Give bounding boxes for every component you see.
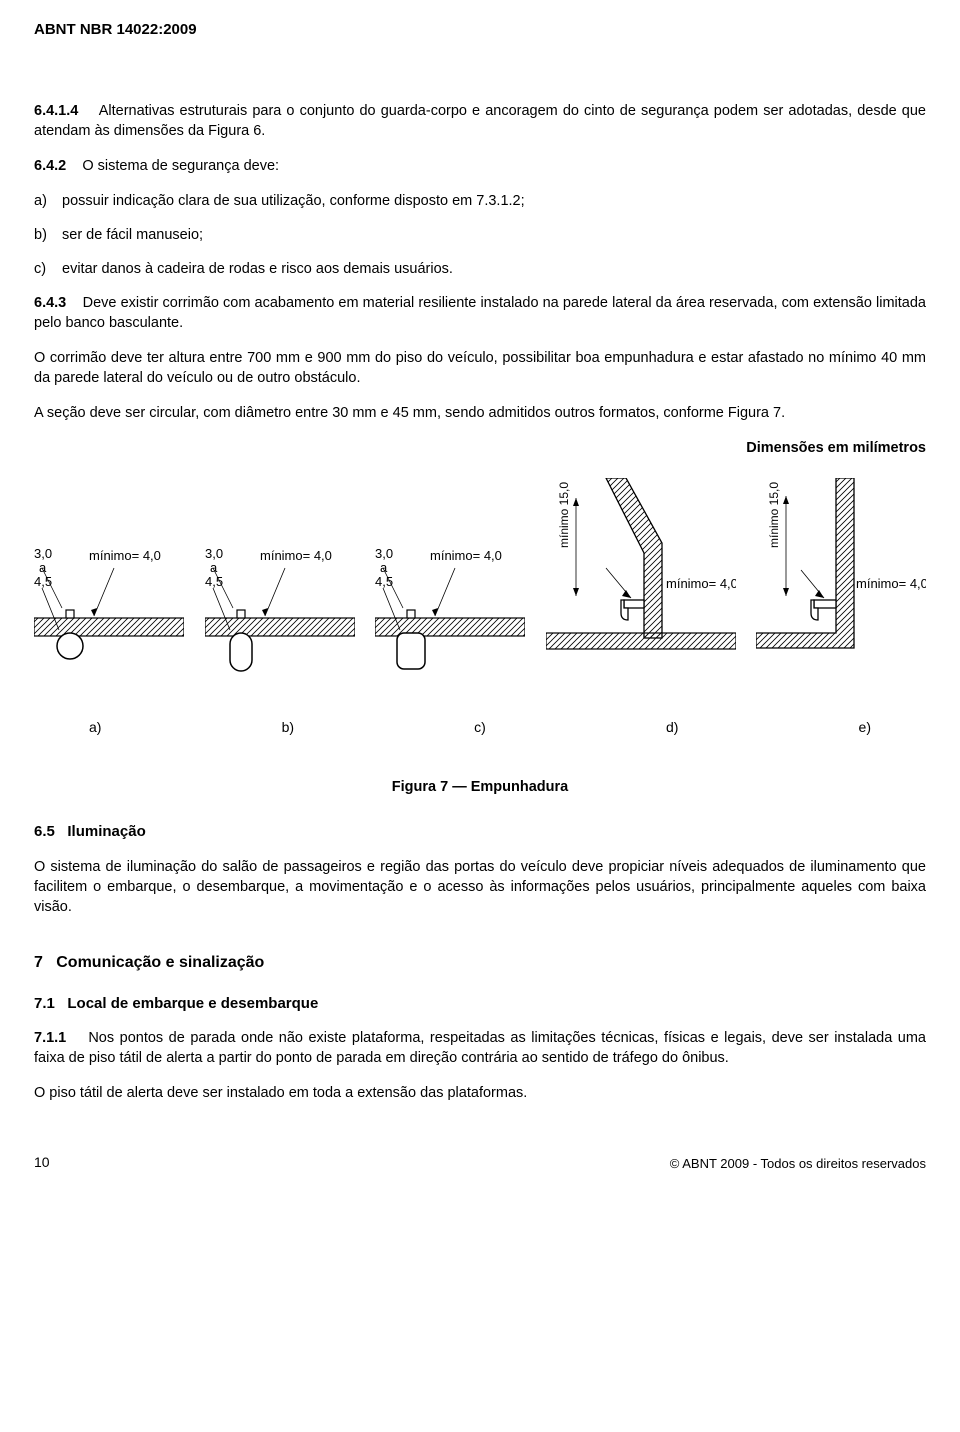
svg-text:mínimo= 4,0: mínimo= 4,0: [260, 548, 332, 563]
heading-num: 6.5: [34, 823, 55, 840]
svg-text:4,5: 4,5: [205, 574, 223, 589]
svg-text:mínimo= 4,0: mínimo= 4,0: [666, 576, 736, 591]
svg-text:a: a: [39, 560, 47, 575]
para-6-4-3: 6.4.3 Deve existir corrimão com acabamen…: [34, 293, 926, 333]
figure-7-b: 3,0 a 4,5 mínimo= 4,0: [205, 508, 355, 678]
svg-text:mínimo= 4,0: mínimo= 4,0: [89, 548, 161, 563]
clause-num: 6.4.2: [34, 158, 66, 174]
para-secao: A seção deve ser circular, com diâmetro …: [34, 403, 926, 423]
svg-text:a: a: [380, 560, 388, 575]
clause-text: Deve existir corrimão com acabamento em …: [34, 295, 926, 331]
page-footer: 10 © ABNT 2009 - Todos os direitos reser…: [34, 1153, 926, 1172]
heading-num: 7: [34, 954, 43, 971]
clause-text: Nos pontos de parada onde não existe pla…: [34, 1030, 926, 1066]
figure-caption: Figura 7 — Empunhadura: [34, 777, 926, 797]
list-item: c) evitar danos à cadeira de rodas e ris…: [34, 259, 926, 279]
svg-text:3,0: 3,0: [375, 546, 393, 561]
svg-text:mínimo 15,0: mínimo 15,0: [557, 481, 571, 547]
list-marker: a): [34, 191, 62, 211]
copyright: © ABNT 2009 - Todos os direitos reservad…: [670, 1155, 926, 1173]
heading-7: 7 Comunicação e sinalização: [34, 952, 926, 974]
figure-labels: a) b) c) d) e): [34, 718, 926, 737]
doc-header: ABNT NBR 14022:2009: [34, 0, 926, 41]
figure-label: d): [666, 718, 678, 737]
list-text: possuir indicação clara de sua utilizaçã…: [62, 191, 926, 211]
heading-title: Iluminação: [67, 823, 145, 840]
heading-title: Comunicação e sinalização: [56, 954, 264, 971]
figure-label: c): [474, 718, 486, 737]
figure-7-d: mínimo 15,0 mínimo= 4,0: [546, 478, 736, 678]
list-item: b) ser de fácil manuseio;: [34, 225, 926, 245]
figure-7: 3,0 a 4,5 mínimo= 4,0 3,0 a 4,5 mínimo=: [34, 478, 926, 678]
svg-text:3,0: 3,0: [34, 546, 52, 561]
clause-num: 7.1.1: [34, 1030, 66, 1046]
para-piso: O piso tátil de alerta deve ser instalad…: [34, 1083, 926, 1103]
para-6-4-1-4: 6.4.1.4 Alternativas estruturais para o …: [34, 101, 926, 141]
figure-7-c: 3,0 a 4,5 mínimo= 4,0: [375, 508, 525, 678]
para-6-4-2: 6.4.2 O sistema de segurança deve:: [34, 156, 926, 176]
heading-title: Local de embarque e desembarque: [67, 995, 318, 1012]
figure-7-e: mínimo 15,0 mínimo= 4,0: [756, 478, 926, 678]
para-corrimao: O corrimão deve ter altura entre 700 mm …: [34, 348, 926, 388]
svg-text:mínimo= 4,0: mínimo= 4,0: [430, 548, 502, 563]
clause-text: Alternativas estruturais para o conjunto…: [34, 103, 926, 139]
svg-text:mínimo= 4,0: mínimo= 4,0: [856, 576, 926, 591]
list-marker: c): [34, 259, 62, 279]
list-marker: b): [34, 225, 62, 245]
list-item: a) possuir indicação clara de sua utiliz…: [34, 191, 926, 211]
heading-6-5: 6.5 Iluminação: [34, 822, 926, 843]
figure-label: b): [282, 718, 294, 737]
para-iluminacao: O sistema de iluminação do salão de pass…: [34, 857, 926, 917]
list-text: ser de fácil manuseio;: [62, 225, 926, 245]
figure-7-a: 3,0 a 4,5 mínimo= 4,0: [34, 508, 184, 678]
para-7-1-1: 7.1.1 Nos pontos de parada onde não exis…: [34, 1028, 926, 1068]
svg-text:4,5: 4,5: [375, 574, 393, 589]
svg-text:mínimo 15,0: mínimo 15,0: [767, 481, 781, 547]
dimensions-label: Dimensões em milímetros: [34, 438, 926, 458]
svg-text:3,0: 3,0: [205, 546, 223, 561]
page-number: 10: [34, 1153, 50, 1172]
clause-num: 6.4.1.4: [34, 103, 78, 119]
svg-text:4,5: 4,5: [34, 574, 52, 589]
clause-lead: O sistema de segurança deve:: [82, 158, 279, 174]
svg-text:a: a: [210, 560, 218, 575]
figure-label: a): [89, 718, 101, 737]
list-text: evitar danos à cadeira de rodas e risco …: [62, 259, 926, 279]
clause-num: 6.4.3: [34, 295, 66, 311]
heading-num: 7.1: [34, 995, 55, 1012]
figure-label: e): [859, 718, 871, 737]
heading-7-1: 7.1 Local de embarque e desembarque: [34, 994, 926, 1015]
